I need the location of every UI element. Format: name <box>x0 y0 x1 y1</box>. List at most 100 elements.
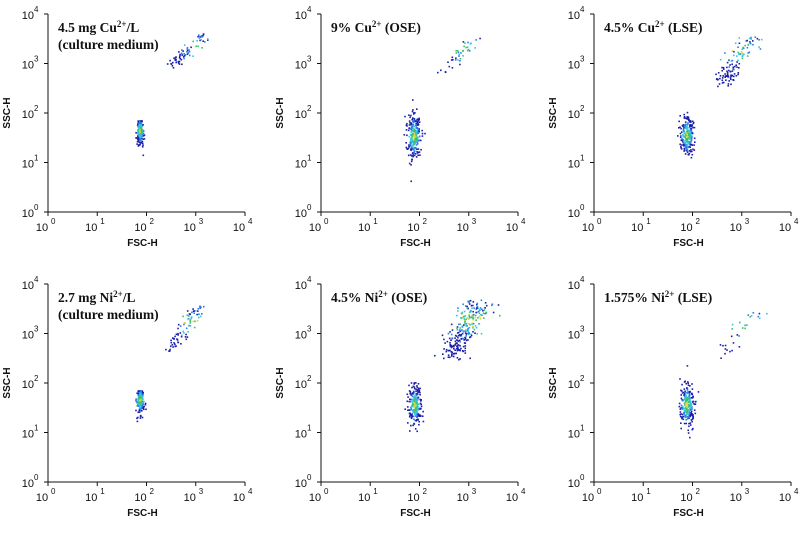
data-point <box>691 418 694 421</box>
data-point <box>690 133 692 136</box>
data-point <box>472 304 474 307</box>
data-point <box>465 339 468 342</box>
data-point <box>416 137 419 140</box>
data-point <box>727 85 729 87</box>
data-point <box>684 391 687 394</box>
data-point <box>679 126 681 129</box>
data-point <box>731 323 734 326</box>
data-point <box>693 149 696 151</box>
data-point <box>413 135 416 137</box>
x-tick-label-exponent: 3 <box>199 487 204 496</box>
data-point <box>418 130 420 133</box>
data-point <box>448 65 451 68</box>
data-point <box>445 350 448 353</box>
data-point <box>722 344 724 347</box>
data-point <box>414 395 416 397</box>
data-point <box>735 64 737 66</box>
y-tick-label-exponent: 0 <box>34 473 39 482</box>
data-point <box>733 54 735 57</box>
data-point <box>475 326 478 329</box>
data-point <box>731 70 734 72</box>
data-point <box>479 37 481 40</box>
data-point <box>689 121 691 123</box>
data-point <box>413 418 415 421</box>
data-point <box>412 392 414 394</box>
data-point <box>457 310 459 312</box>
y-tick-label: 10 <box>295 379 307 391</box>
data-point <box>183 55 186 57</box>
data-point <box>409 116 411 119</box>
data-point <box>415 413 418 415</box>
x-tick-label: 10 <box>407 492 419 504</box>
x-tick-label: 10 <box>779 492 791 504</box>
data-point <box>451 353 453 355</box>
data-point <box>728 80 730 82</box>
data-point <box>463 317 465 320</box>
data-point <box>443 357 445 360</box>
data-point <box>465 46 467 49</box>
panel-title: 2.7 mg Ni2+/L <box>58 289 136 305</box>
data-point <box>188 54 191 57</box>
data-point <box>720 357 722 359</box>
data-point <box>417 148 420 150</box>
data-point <box>413 141 415 144</box>
data-point <box>477 307 479 310</box>
data-point <box>686 118 688 120</box>
data-point <box>188 313 191 315</box>
data-point <box>686 131 688 134</box>
x-tick-label-exponent: 2 <box>696 487 701 496</box>
data-point <box>479 309 481 311</box>
data-point <box>178 51 180 53</box>
data-point <box>690 156 693 159</box>
data-point <box>182 315 184 318</box>
data-point <box>138 134 141 136</box>
data-point <box>466 49 469 52</box>
scatter-panel-6: 100101102103104100101102103104FSC-HSSC-H… <box>548 275 799 519</box>
data-point <box>758 46 760 48</box>
data-point <box>179 325 182 327</box>
data-point <box>417 387 420 390</box>
y-tick-label: 10 <box>22 330 34 342</box>
data-point <box>683 113 685 116</box>
data-point <box>485 311 488 314</box>
data-point <box>412 410 414 413</box>
data-point <box>450 339 452 341</box>
x-tick-label: 10 <box>358 492 370 504</box>
data-point <box>683 116 686 119</box>
data-point <box>186 51 188 53</box>
data-point <box>692 396 694 398</box>
data-point <box>172 346 174 348</box>
data-point <box>181 334 183 337</box>
data-point <box>175 333 178 336</box>
data-point <box>684 390 686 393</box>
data-point <box>452 59 454 61</box>
y-tick-label: 10 <box>295 159 307 171</box>
data-point <box>141 397 144 399</box>
data-point <box>718 83 721 85</box>
data-points <box>678 312 768 439</box>
data-point <box>137 416 139 419</box>
data-point <box>682 415 685 418</box>
y-tick-label-exponent: 2 <box>34 104 39 113</box>
data-point <box>727 83 730 85</box>
data-point <box>454 337 456 339</box>
data-point <box>196 40 198 42</box>
data-point <box>199 305 202 308</box>
x-tick-label: 10 <box>358 222 370 234</box>
x-axis-label: FSC-H <box>400 508 431 519</box>
data-point <box>450 59 453 61</box>
data-point <box>415 410 417 412</box>
data-point <box>480 332 483 335</box>
data-point <box>192 320 195 323</box>
data-point <box>414 419 416 422</box>
data-point <box>416 385 418 387</box>
x-tick-label: 10 <box>134 222 146 234</box>
x-tick-label-exponent: 1 <box>646 487 651 496</box>
data-point <box>179 55 181 57</box>
data-point <box>414 428 417 430</box>
data-point <box>180 343 182 345</box>
data-point <box>469 310 472 313</box>
data-point <box>684 144 687 146</box>
y-tick-label: 10 <box>22 280 34 292</box>
data-point <box>419 402 422 405</box>
